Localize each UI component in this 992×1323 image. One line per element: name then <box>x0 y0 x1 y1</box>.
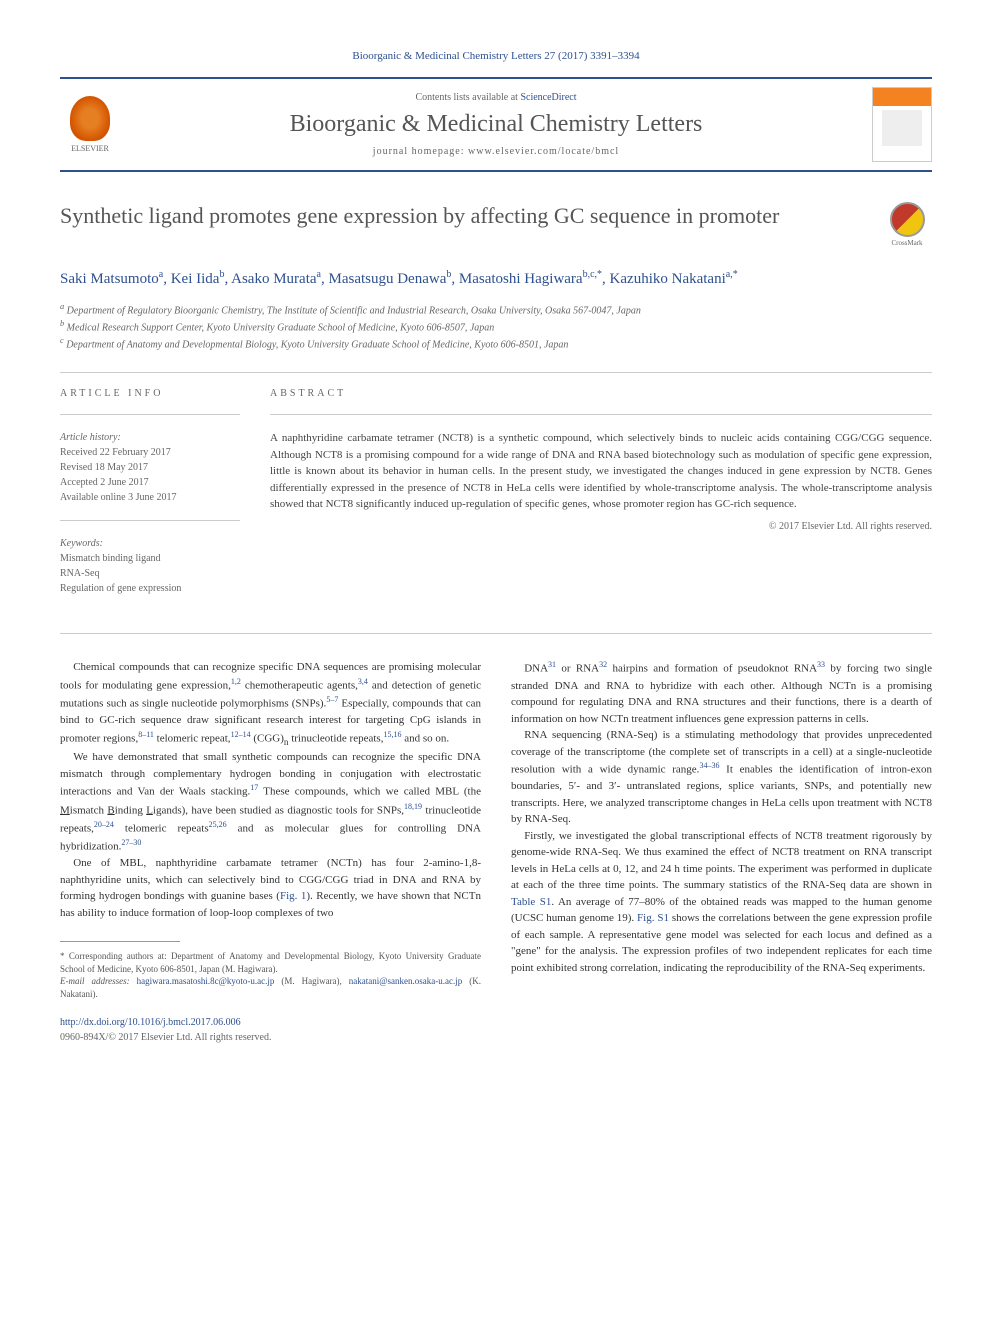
keyword: RNA-Seq <box>60 566 240 581</box>
footnote-separator <box>60 941 180 942</box>
journal-name: Bioorganic & Medicinal Chemistry Letters <box>135 111 857 138</box>
keywords-label: Keywords: <box>60 536 240 551</box>
article-title: Synthetic ligand promotes gene expressio… <box>60 202 867 231</box>
info-divider <box>60 520 240 521</box>
authors-line: Saki Matsumotoa, Kei Iidab, Asako Murata… <box>60 267 932 291</box>
info-abstract-row: ARTICLE INFO Article history: Received 2… <box>60 388 932 608</box>
right-column: DNA31 or RNA32 hairpins and formation of… <box>511 659 932 1045</box>
keyword: Mismatch binding ligand <box>60 551 240 566</box>
crossmark-badge[interactable]: CrossMark <box>882 202 932 252</box>
body-paragraph: Chemical compounds that can recognize sp… <box>60 659 481 749</box>
article-page: Bioorganic & Medicinal Chemistry Letters… <box>0 0 992 1095</box>
journal-header: ELSEVIER Contents lists available at Sci… <box>60 77 932 172</box>
affiliation-c: c Department of Anatomy and Developmenta… <box>60 335 932 352</box>
elsevier-tree-icon <box>70 96 110 141</box>
elsevier-logo[interactable]: ELSEVIER <box>60 90 120 160</box>
history-label: Article history: <box>60 430 240 445</box>
received-date: Received 22 February 2017 <box>60 445 240 460</box>
keyword: Regulation of gene expression <box>60 581 240 596</box>
abstract-divider <box>270 414 932 415</box>
body-paragraph: Firstly, we investigated the global tran… <box>511 828 932 977</box>
abstract-copyright: © 2017 Elsevier Ltd. All rights reserved… <box>270 521 932 532</box>
doi-link[interactable]: http://dx.doi.org/10.1016/j.bmcl.2017.06… <box>60 1017 241 1028</box>
abstract-col: ABSTRACT A naphthyridine carbamate tetra… <box>270 388 932 608</box>
left-column: Chemical compounds that can recognize sp… <box>60 659 481 1045</box>
accepted-date: Accepted 2 June 2017 <box>60 475 240 490</box>
email-link[interactable]: nakatani@sanken.osaka-u.ac.jp <box>349 976 463 986</box>
info-divider <box>60 414 240 415</box>
body-paragraph: We have demonstrated that small syntheti… <box>60 749 481 855</box>
body-paragraph: DNA31 or RNA32 hairpins and formation of… <box>511 659 932 727</box>
body-paragraph: RNA sequencing (RNA-Seq) is a stimulatin… <box>511 727 932 828</box>
contents-prefix: Contents lists available at <box>415 92 520 103</box>
keywords-block: Keywords: Mismatch binding ligand RNA-Se… <box>60 536 240 596</box>
revised-date: Revised 18 May 2017 <box>60 460 240 475</box>
elsevier-text: ELSEVIER <box>71 144 109 153</box>
email-line: E-mail addresses: hagiwara.masatoshi.8c@… <box>60 975 481 1000</box>
corresponding-author-note: * Corresponding authors at: Department o… <box>60 950 481 975</box>
email-label: E-mail addresses: <box>60 976 130 986</box>
page-footer: http://dx.doi.org/10.1016/j.bmcl.2017.06… <box>60 1015 481 1045</box>
body-columns: Chemical compounds that can recognize sp… <box>60 659 932 1045</box>
article-info-header: ARTICLE INFO <box>60 388 240 399</box>
abstract-header: ABSTRACT <box>270 388 932 399</box>
header-center: Contents lists available at ScienceDirec… <box>135 92 857 157</box>
email-link[interactable]: hagiwara.masatoshi.8c@kyoto-u.ac.jp <box>137 976 275 986</box>
abstract-text: A naphthyridine carbamate tetramer (NCT8… <box>270 430 932 513</box>
email-who: (M. Hagiwara), <box>274 976 348 986</box>
section-divider <box>60 633 932 634</box>
journal-homepage: journal homepage: www.elsevier.com/locat… <box>135 146 857 157</box>
journal-cover-thumb[interactable] <box>872 87 932 162</box>
footnotes: * Corresponding authors at: Department o… <box>60 950 481 1000</box>
issn-copyright: 0960-894X/© 2017 Elsevier Ltd. All right… <box>60 1030 481 1045</box>
affiliations: a Department of Regulatory Bioorganic Ch… <box>60 301 932 353</box>
citation-link[interactable]: Bioorganic & Medicinal Chemistry Letters… <box>352 50 639 62</box>
contents-available: Contents lists available at ScienceDirec… <box>135 92 857 103</box>
affiliation-a: a Department of Regulatory Bioorganic Ch… <box>60 301 932 318</box>
online-date: Available online 3 June 2017 <box>60 490 240 505</box>
article-info-col: ARTICLE INFO Article history: Received 2… <box>60 388 240 608</box>
sciencedirect-link[interactable]: ScienceDirect <box>520 92 576 103</box>
crossmark-label: CrossMark <box>891 239 922 247</box>
affiliation-b: b Medical Research Support Center, Kyoto… <box>60 318 932 335</box>
citation-line: Bioorganic & Medicinal Chemistry Letters… <box>60 50 932 62</box>
article-history: Article history: Received 22 February 20… <box>60 430 240 505</box>
crossmark-icon <box>890 202 925 237</box>
title-row: Synthetic ligand promotes gene expressio… <box>60 202 932 252</box>
section-divider <box>60 372 932 373</box>
body-paragraph: One of MBL, naphthyridine carbamate tetr… <box>60 855 481 921</box>
